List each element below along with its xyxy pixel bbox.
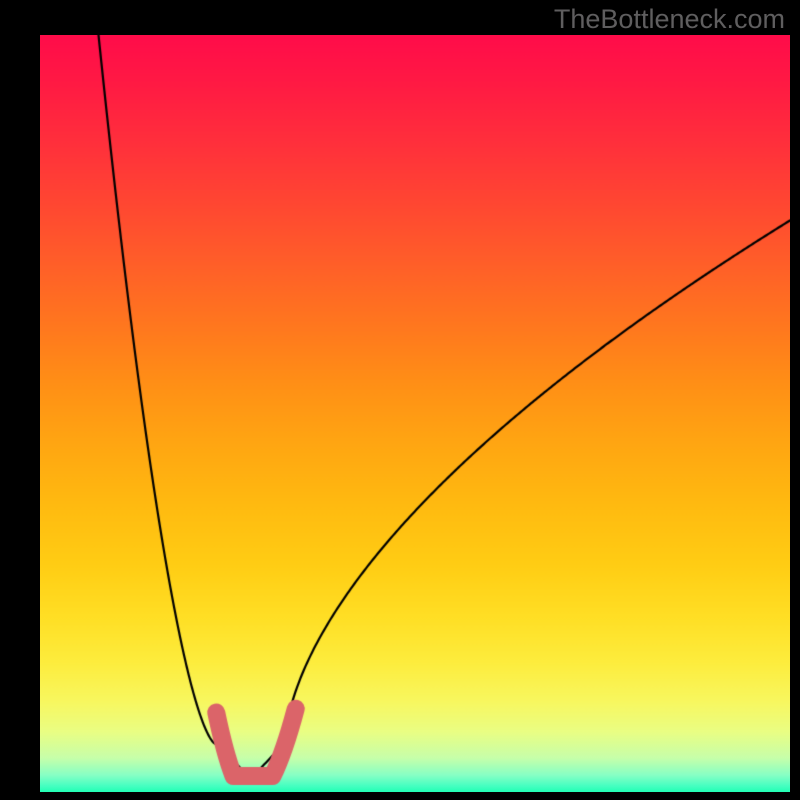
plot-area bbox=[40, 35, 790, 792]
bottleneck-curve-canvas bbox=[40, 35, 790, 792]
watermark-text: TheBottleneck.com bbox=[554, 4, 785, 35]
chart-root: TheBottleneck.com bbox=[0, 0, 800, 800]
